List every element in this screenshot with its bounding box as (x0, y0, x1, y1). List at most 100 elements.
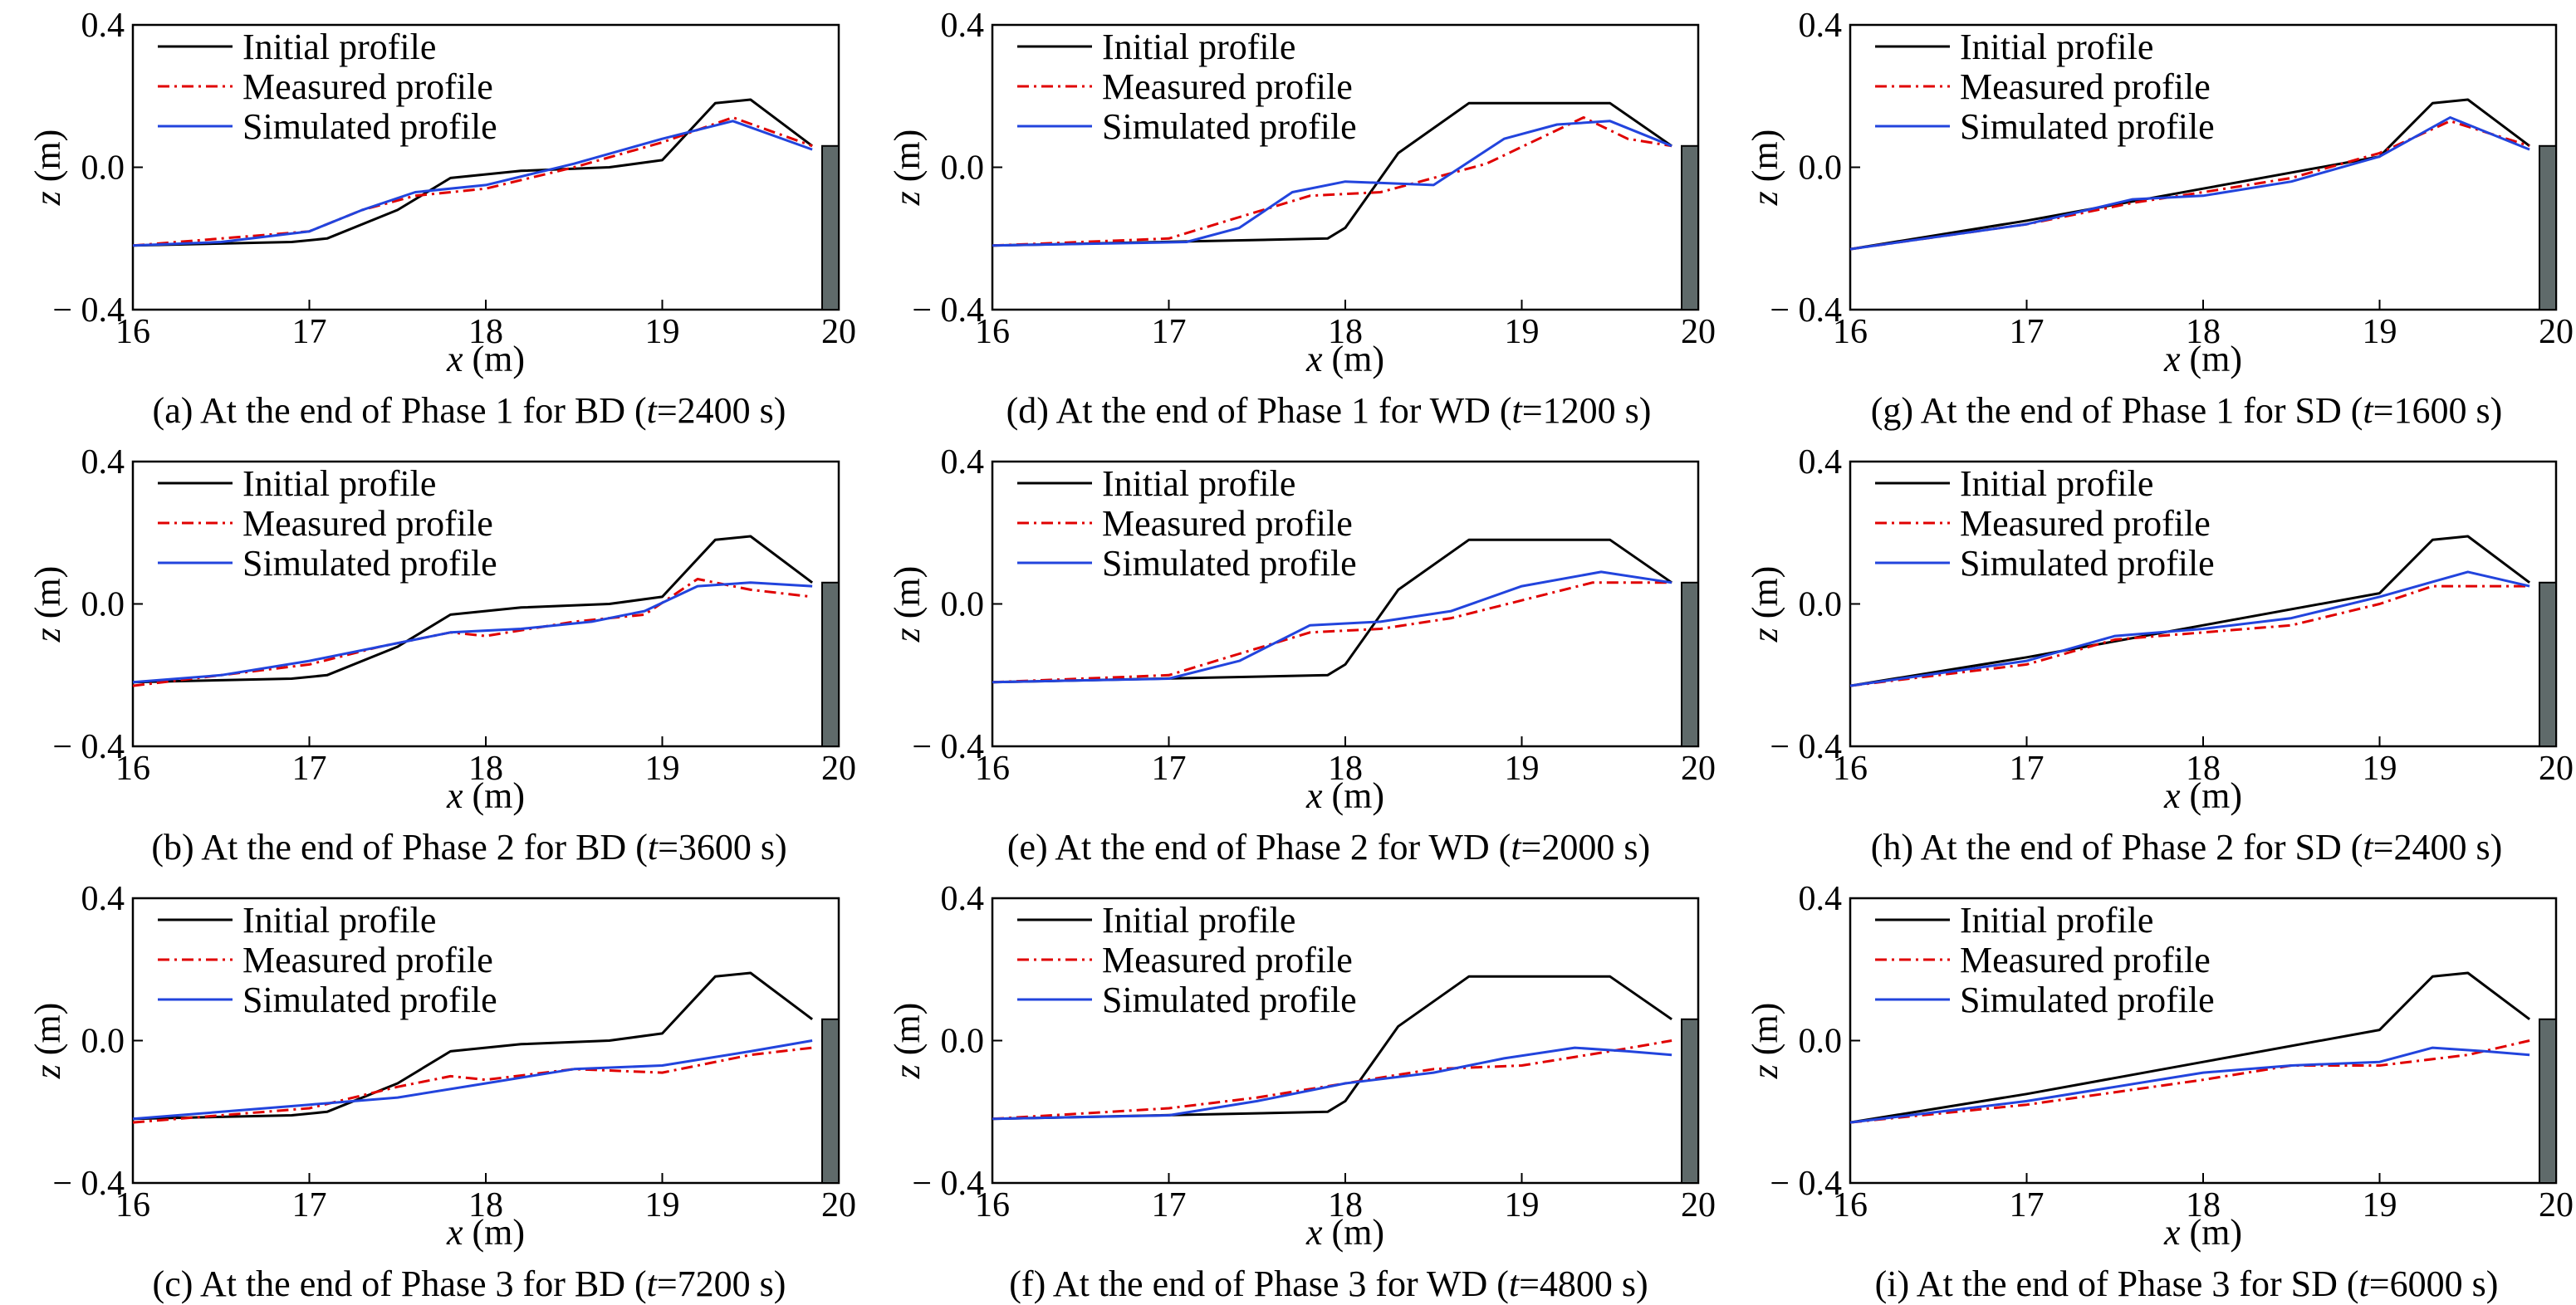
x-tick-label: 19 (645, 313, 680, 351)
y-tick-label: 0.4 (81, 443, 125, 481)
y-tick-label: 0.4 (1799, 7, 1843, 45)
legend-label: Initial profile (1102, 900, 1295, 941)
x-tick-label: 20 (821, 750, 856, 788)
seawall-block (2539, 1018, 2557, 1185)
legend-label: Simulated profile (1960, 106, 2215, 147)
y-tick-label: − 0.4 (52, 728, 125, 766)
chart-panel: 16 17 18 19 20 0.4 0.0 − 0.4 x (m) z (m) Initial p… (27, 7, 856, 431)
legend-label: Initial profile (242, 463, 436, 504)
legend-label: Measured profile (1102, 940, 1353, 980)
x-tick-label: 16 (115, 313, 150, 351)
chart-panel: 16 17 18 19 20 0.4 0.0 − 0.4 x (m) z (m) Initial p… (1745, 443, 2574, 868)
x-tick-label: 20 (821, 313, 856, 351)
x-tick-label: 18 (2186, 750, 2221, 788)
series-line-simulated (992, 570, 1672, 684)
y-tick-label: − 0.4 (912, 728, 984, 766)
legend-label: Measured profile (1102, 66, 1353, 107)
series-line-simulated (992, 1046, 1672, 1121)
y-tick-label: 0.0 (81, 1023, 125, 1061)
seawall-block (821, 1018, 840, 1185)
x-tick-label: 18 (1328, 1186, 1363, 1224)
x-tick-label: 17 (1152, 750, 1187, 788)
x-tick-label: 16 (115, 1186, 150, 1224)
y-axis-label: z (m) (887, 1003, 928, 1080)
panel-caption: (c) At the end of Phase 3 for BD (t=7200… (153, 1263, 786, 1304)
series-line-measured (992, 116, 1672, 247)
legend-label: Simulated profile (1960, 543, 2215, 584)
x-tick-label: 16 (115, 750, 150, 788)
chart-panel: 16 17 18 19 20 0.4 0.0 − 0.4 x (m) z (m) Initial p… (27, 443, 856, 868)
x-tick-label: 20 (1681, 1186, 1716, 1224)
legend-label: Measured profile (1960, 940, 2211, 980)
x-tick-label: 16 (1833, 1186, 1868, 1224)
y-tick-label: 0.0 (1799, 586, 1843, 624)
panel-caption: (i) At the end of Phase 3 for SD (t=6000… (1875, 1263, 2499, 1304)
seawall-block (821, 144, 840, 310)
series-line-simulated (132, 1039, 813, 1121)
panel-caption: (f) At the end of Phase 3 for WD (t=4800… (1009, 1263, 1648, 1304)
y-tick-label: 0.0 (941, 1023, 985, 1061)
series-line-initial (992, 538, 1672, 684)
x-axis-label: x (m) (1305, 1212, 1384, 1253)
x-tick-label: 18 (2186, 313, 2221, 351)
seawall-block (1681, 581, 1699, 748)
x-tick-label: 17 (1152, 1186, 1187, 1224)
chart-panel: 16 17 18 19 20 0.4 0.0 − 0.4 x (m) z (m) Initial p… (1745, 7, 2574, 431)
x-tick-label: 19 (1505, 1186, 1540, 1224)
panel-caption: (d) At the end of Phase 1 for WD (t=1200… (1006, 390, 1652, 431)
x-axis-label: x (m) (446, 775, 525, 816)
legend-label: Initial profile (242, 900, 436, 941)
y-tick-label: − 0.4 (1770, 728, 1842, 766)
y-tick-label: 0.0 (941, 149, 985, 188)
series-line-initial (992, 975, 1672, 1121)
x-tick-label: 17 (1152, 313, 1187, 351)
x-tick-label: 16 (975, 313, 1010, 351)
x-tick-label: 19 (645, 1186, 680, 1224)
x-axis-label: x (m) (1305, 339, 1384, 379)
legend-label: Measured profile (1102, 503, 1353, 544)
legend-label: Initial profile (1960, 463, 2153, 504)
y-axis-label: z (m) (1745, 130, 1785, 207)
legend-label: Measured profile (1960, 66, 2211, 107)
legend-label: Measured profile (242, 940, 493, 980)
seawall-block (2539, 144, 2557, 310)
x-axis-label: x (m) (446, 1212, 525, 1253)
x-tick-label: 19 (1505, 750, 1540, 788)
y-axis-label: z (m) (27, 1003, 68, 1080)
panel-caption: (g) At the end of Phase 1 for SD (t=1600… (1871, 390, 2503, 431)
y-axis-label: z (m) (1745, 1003, 1785, 1080)
x-tick-label: 18 (2186, 1186, 2221, 1224)
x-tick-label: 19 (2363, 750, 2397, 788)
y-axis-label: z (m) (887, 130, 928, 207)
x-tick-label: 17 (292, 1186, 327, 1224)
x-tick-label: 18 (1328, 750, 1363, 788)
y-tick-label: 0.4 (81, 7, 125, 45)
x-tick-label: 20 (2539, 1186, 2574, 1224)
chart-panel: 16 17 18 19 20 0.4 0.0 − 0.4 x (m) z (m) Initial p… (887, 443, 1716, 868)
chart-panel: 16 17 18 19 20 0.4 0.0 − 0.4 x (m) z (m) Initial p… (887, 880, 1716, 1304)
x-tick-label: 16 (975, 1186, 1010, 1224)
x-axis-label: x (m) (2163, 1212, 2242, 1253)
y-tick-label: 0.4 (1799, 880, 1843, 918)
x-tick-label: 16 (1833, 750, 1868, 788)
legend-label: Simulated profile (1102, 980, 1357, 1020)
seawall-block (1681, 144, 1699, 310)
y-axis-label: z (m) (27, 130, 68, 207)
y-tick-label: 0.0 (81, 149, 125, 188)
x-tick-label: 18 (1328, 313, 1363, 351)
legend-label: Simulated profile (242, 980, 497, 1020)
y-tick-label: 0.0 (1799, 1023, 1843, 1061)
x-tick-label: 17 (2010, 313, 2045, 351)
legend-label: Measured profile (242, 66, 493, 107)
series-line-initial (132, 971, 814, 1121)
series-line-simulated (992, 120, 1672, 247)
y-tick-label: 0.0 (81, 586, 125, 624)
chart-panel: 16 17 18 19 20 0.4 0.0 − 0.4 x (m) z (m) Initial p… (887, 7, 1716, 431)
series-line-simulated (132, 581, 813, 684)
series-line-measured (1849, 584, 2530, 687)
y-tick-label: 0.0 (1799, 149, 1843, 188)
legend-label: Simulated profile (1960, 980, 2215, 1020)
series-line-initial (132, 535, 814, 684)
series-line-measured (132, 1046, 813, 1124)
